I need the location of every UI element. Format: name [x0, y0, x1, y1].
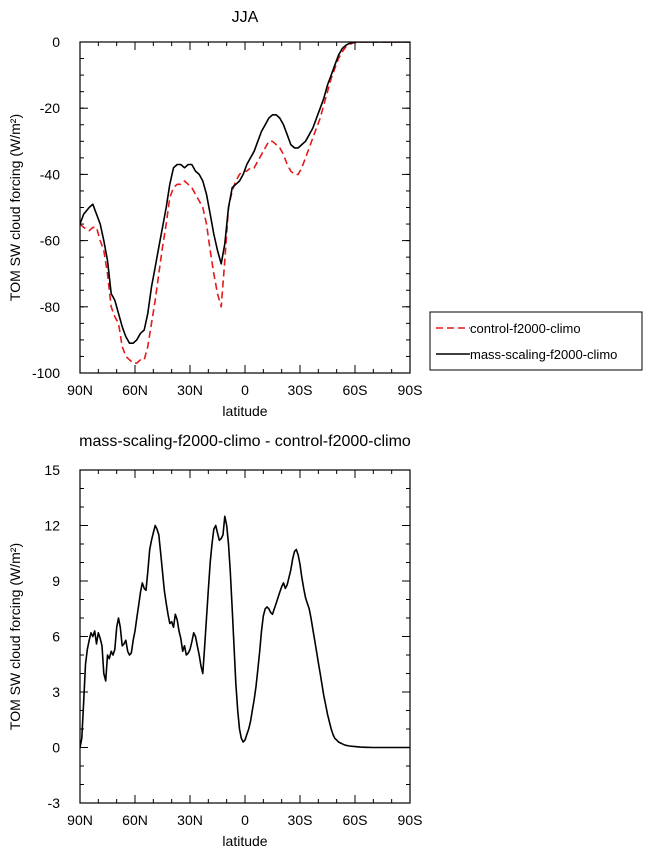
- y-tick-label: 6: [52, 629, 60, 645]
- chart-title: mass-scaling-f2000-climo - control-f2000…: [79, 433, 411, 450]
- series-line-1: [80, 515, 410, 749]
- x-tick-label: 60N: [122, 812, 148, 828]
- x-tick-label: 30N: [177, 382, 203, 398]
- panel-2: mass-scaling-f2000-climo - control-f2000…: [7, 433, 422, 849]
- legend-label: control-f2000-climo: [470, 321, 581, 336]
- y-tick-label: -80: [40, 299, 60, 315]
- y-tick-label: 0: [52, 34, 60, 50]
- y-tick-label: -20: [40, 100, 60, 116]
- x-tick-label: 0: [241, 812, 249, 828]
- x-tick-label: 30S: [288, 382, 313, 398]
- series-line-1: [80, 42, 410, 364]
- y-tick-label: 12: [44, 518, 60, 534]
- series-line-2: [80, 42, 410, 345]
- plot-frame: [79, 41, 411, 374]
- x-tick-label: 90S: [398, 812, 423, 828]
- y-tick-label: 9: [52, 573, 60, 589]
- x-tick-label: 60S: [343, 812, 368, 828]
- x-axis-label: latitude: [222, 403, 267, 419]
- x-tick-label: 30N: [177, 812, 203, 828]
- y-axis-label: TOM SW cloud forcing (W/m²): [7, 543, 23, 730]
- legend: control-f2000-climo mass-scaling-f2000-cl…: [429, 311, 643, 371]
- x-axis-label: latitude: [222, 833, 267, 849]
- legend-box: [429, 311, 643, 371]
- y-tick-label: 15: [44, 462, 60, 478]
- y-tick-label: 0: [52, 740, 60, 756]
- y-tick-label: -60: [40, 233, 60, 249]
- y-axis-label: TOM SW cloud forcing (W/m²): [7, 114, 23, 301]
- legend-label: mass-scaling-f2000-climo: [470, 347, 617, 362]
- x-tick-label: 90N: [67, 382, 93, 398]
- x-tick-label: 90S: [398, 382, 423, 398]
- y-tick-label: -100: [32, 365, 60, 381]
- x-tick-label: 30S: [288, 812, 313, 828]
- x-tick-label: 60S: [343, 382, 368, 398]
- x-tick-label: 0: [241, 382, 249, 398]
- plot-frame: [79, 469, 411, 804]
- y-tick-label: -3: [48, 795, 61, 811]
- x-tick-label: 90N: [67, 812, 93, 828]
- x-tick-label: 60N: [122, 382, 148, 398]
- y-tick-label: 3: [52, 684, 60, 700]
- panel-1: JJA 90N 60N 30N 0 30S 60S 90S 0 -20 -40 -60 -80 -100 l…: [7, 9, 643, 419]
- y-tick-label: -40: [40, 166, 60, 182]
- chart-title: JJA: [232, 9, 259, 26]
